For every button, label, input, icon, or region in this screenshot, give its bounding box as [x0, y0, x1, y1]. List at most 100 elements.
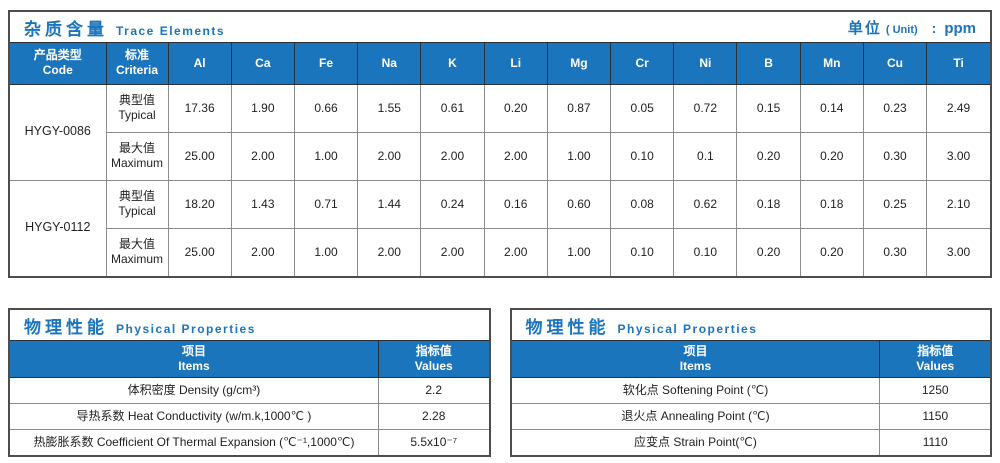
trace-elements-panel: 杂质含量 Trace Elements 单位 ( Unit) : ppm 产品类…	[8, 10, 992, 278]
value-cell: 0.62	[673, 179, 738, 229]
value-cell: 0.1	[673, 131, 738, 181]
table-row: 软化点 Softening Point (℃) 1250	[510, 376, 991, 404]
criteria-zh: 最大值	[118, 141, 155, 155]
value-cell: 2.00	[420, 131, 485, 181]
criteria-column-header: 标准 Criteria	[105, 42, 169, 85]
element-header-ti: Ti	[926, 42, 991, 85]
element-header-cu: Cu	[862, 42, 928, 85]
code-column-header-en: Code	[42, 63, 73, 78]
physical-right-header-row: 项目 Items 指标值 Values	[510, 340, 991, 378]
value-cell: 0.18	[736, 179, 801, 229]
element-header-ni: Ni	[673, 42, 738, 85]
value-cell: 0.61	[420, 83, 485, 133]
unit-indicator: 单位 ( Unit) : ppm	[848, 17, 976, 38]
value-cell: 0.10	[610, 131, 675, 181]
product-code-cell: HYGY-0112	[9, 179, 107, 277]
criteria-column-header-zh: 标准	[124, 48, 149, 63]
element-header-li: Li	[483, 42, 548, 85]
element-header-al: Al	[167, 42, 232, 85]
value-cell: 1110	[879, 428, 991, 456]
value-cell: 0.18	[799, 179, 864, 229]
values-column-header: 指标值 Values	[377, 340, 490, 378]
criteria-en: Maximum	[110, 156, 163, 170]
table-row: 退火点 Annealing Point (℃) 1150	[510, 402, 991, 430]
element-header-cr: Cr	[610, 42, 675, 85]
physical-properties-row: 物理性能 Physical Properties 项目 Items 指标值 Va…	[8, 308, 992, 457]
physical-right-title: 物理性能 Physical Properties	[526, 313, 758, 338]
value-cell: 1.44	[357, 179, 422, 229]
criteria-en: Typical	[118, 204, 156, 218]
element-header-fe: Fe	[293, 42, 359, 85]
value-cell: 1.00	[293, 131, 359, 181]
value-cell: 1250	[879, 376, 991, 404]
value-cell: 2.00	[420, 227, 485, 277]
criteria-cell: 典型值 Typical	[105, 83, 169, 133]
value-cell: 1.55	[357, 83, 422, 133]
criteria-column-header-en: Criteria	[115, 63, 159, 78]
table-row: 热膨胀系数 Coefficient Of Thermal Expansion (…	[9, 428, 490, 456]
value-cell: 17.36	[167, 83, 232, 133]
table-row: 体积密度 Density (g/cm³) 2.2	[9, 376, 490, 404]
physical-left-title: 物理性能 Physical Properties	[24, 313, 256, 338]
value-cell: 1.00	[546, 227, 612, 277]
value-cell: 1.00	[293, 227, 359, 277]
physical-left-title-zh: 物理性能	[24, 317, 108, 337]
element-header-ca: Ca	[230, 42, 295, 85]
physical-left-table: 项目 Items 指标值 Values 体积密度 Density (g/cm³)…	[9, 340, 490, 456]
trace-title-zh: 杂质含量	[24, 19, 108, 39]
value-cell: 0.20	[799, 131, 864, 181]
physical-right-titlebar: 物理性能 Physical Properties	[511, 310, 990, 341]
value-cell: 0.16	[483, 179, 548, 229]
value-cell: 1.00	[546, 131, 612, 181]
items-column-header-zh: 项目	[683, 343, 708, 358]
value-cell: 2.49	[926, 83, 991, 133]
value-cell: 0.30	[862, 131, 928, 181]
value-cell: 1150	[879, 402, 991, 430]
value-cell: 0.60	[546, 179, 612, 229]
product-code-cell: HYGY-0086	[9, 83, 107, 181]
value-cell: 2.00	[483, 131, 548, 181]
criteria-zh: 典型值	[118, 189, 155, 203]
values-column-header-zh: 指标值	[917, 343, 954, 358]
values-column-header-en: Values	[916, 358, 955, 373]
value-cell: 3.00	[926, 227, 991, 277]
criteria-cell: 最大值 Maximum	[105, 131, 169, 181]
value-cell: 1.90	[230, 83, 295, 133]
criteria-cell: 典型值 Typical	[105, 179, 169, 229]
value-cell: 3.00	[926, 131, 991, 181]
value-cell: 25.00	[167, 131, 232, 181]
value-cell: 0.20	[736, 131, 801, 181]
unit-label-zh: 单位	[847, 19, 882, 37]
value-cell: 2.10	[926, 179, 991, 229]
item-cell: 退火点 Annealing Point (℃)	[510, 402, 881, 430]
value-cell: 5.5x10⁻⁷	[377, 428, 490, 456]
value-cell: 0.15	[736, 83, 801, 133]
element-header-b: B	[736, 42, 801, 85]
value-cell: 2.00	[357, 227, 422, 277]
values-column-header: 指标值 Values	[879, 340, 991, 378]
physical-properties-panel-left: 物理性能 Physical Properties 项目 Items 指标值 Va…	[8, 308, 491, 457]
values-column-header-en: Values	[414, 358, 453, 373]
criteria-en: Typical	[118, 108, 156, 122]
item-cell: 体积密度 Density (g/cm³)	[9, 376, 379, 404]
value-cell: 2.00	[357, 131, 422, 181]
value-cell: 0.08	[610, 179, 675, 229]
items-column-header-zh: 项目	[181, 343, 206, 358]
trace-header-row: 产品类型 Code 标准 Criteria Al Ca Fe Na K Li M…	[9, 42, 991, 85]
items-column-header-en: Items	[679, 358, 712, 373]
element-header-mg: Mg	[546, 42, 612, 85]
value-cell: 0.14	[799, 83, 864, 133]
element-header-k: K	[420, 42, 485, 85]
unit-colon: :	[931, 19, 937, 36]
criteria-en: Maximum	[110, 252, 163, 267]
value-cell: 0.05	[610, 83, 675, 133]
value-cell: 0.23	[862, 83, 928, 133]
table-row: 最大值 Maximum 25.00 2.00 1.00 2.00 2.00 2.…	[10, 131, 991, 181]
value-cell: 0.25	[862, 179, 928, 229]
table-row: 导热系数 Heat Conductivity (w/m.k,1000℃ ) 2.…	[9, 402, 490, 430]
value-cell: 0.20	[736, 227, 801, 277]
physical-left-titlebar: 物理性能 Physical Properties	[10, 310, 489, 341]
items-column-header: 项目 Items	[510, 340, 881, 378]
value-cell: 25.00	[167, 227, 232, 277]
